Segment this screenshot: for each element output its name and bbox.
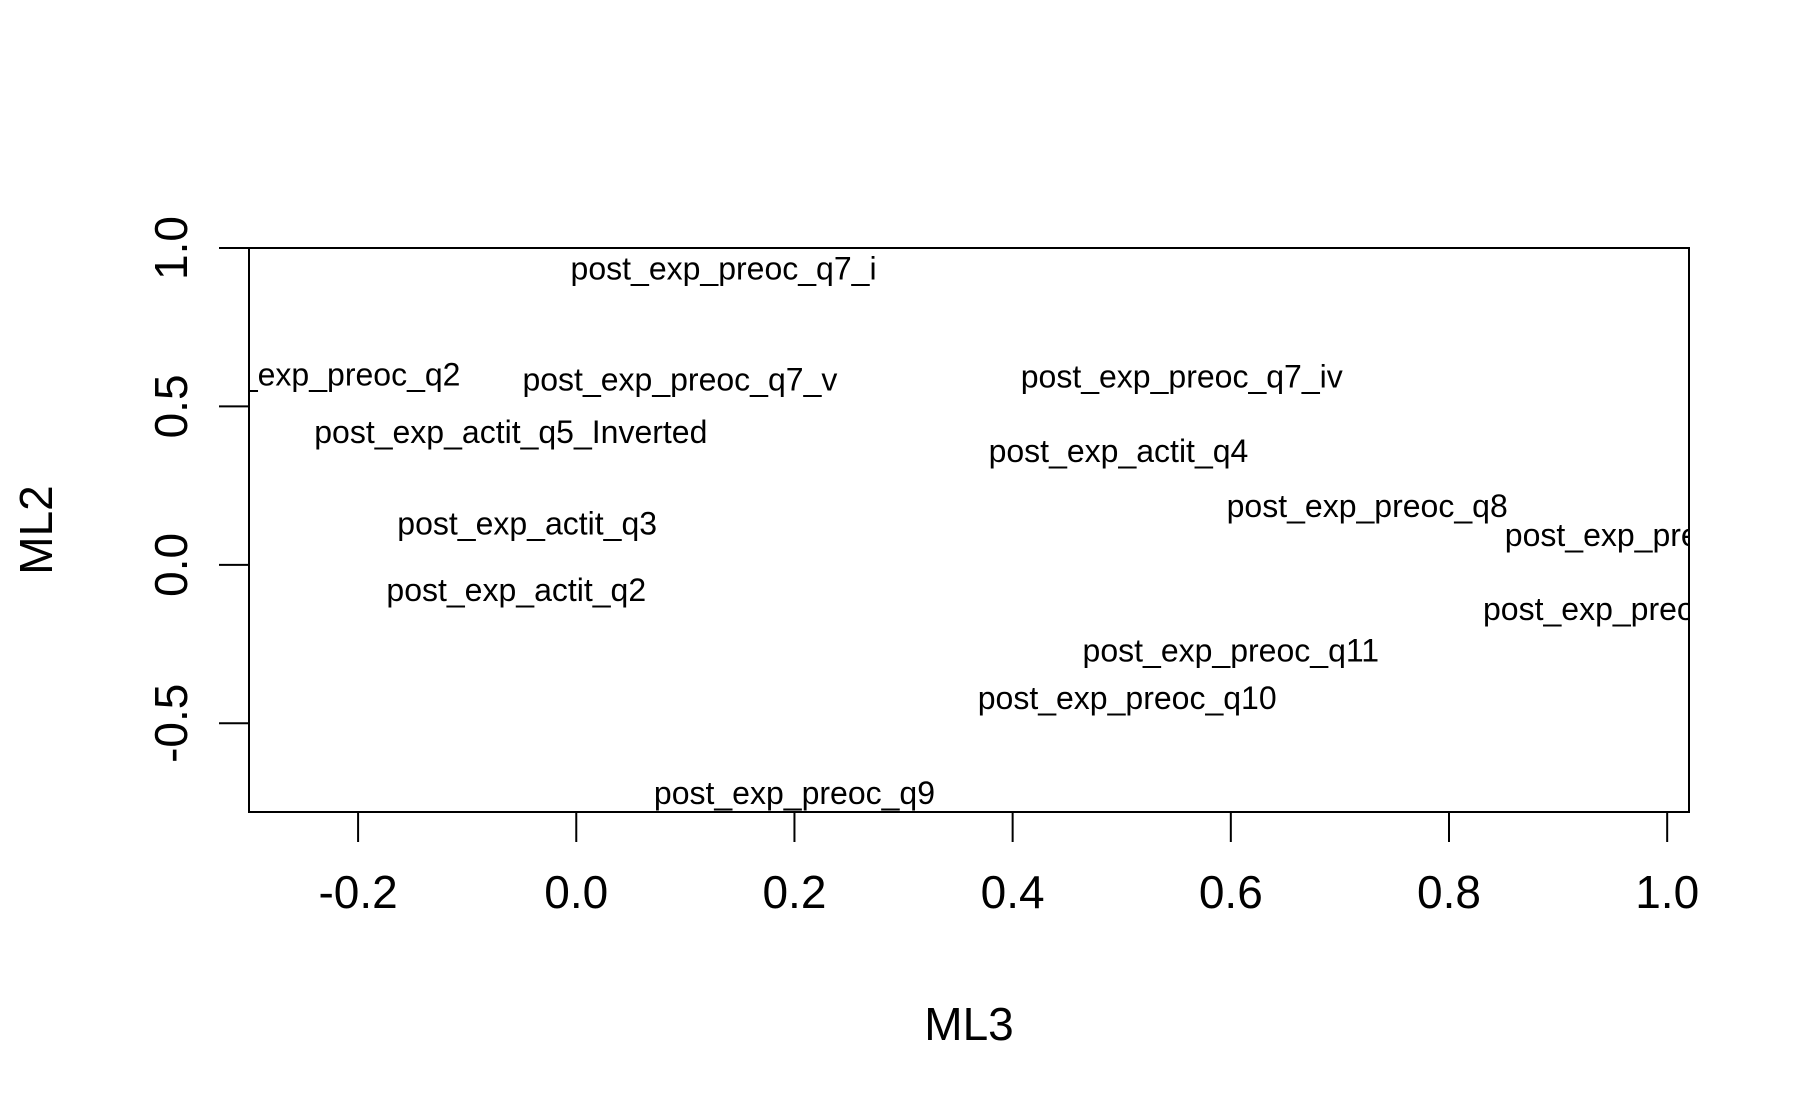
x-tick-label: 0.8: [1417, 866, 1481, 918]
point-label: post_exp_actit_q4: [989, 433, 1249, 469]
x-tick-label: 0.0: [544, 866, 608, 918]
x-tick-label: 0.2: [762, 866, 826, 918]
point-label: post_exp_preoc_q6: [1505, 517, 1786, 553]
y-axis: -0.5 0.0 0.5 1.0: [145, 216, 250, 763]
x-tick-label: 0.6: [1199, 866, 1263, 918]
point-label: post_exp_actit_q2: [386, 572, 646, 608]
point-label: post_exp_preoc_q7_iv: [1021, 358, 1343, 394]
x-tick-label: 1.0: [1635, 866, 1699, 918]
point-label: post_exp_preoc_q9: [654, 775, 935, 811]
point-label: post_exp_preoc_q11: [1083, 632, 1380, 668]
y-tick-label: 0.5: [145, 374, 197, 438]
point-label: post_exp_preoc_q10: [978, 680, 1277, 716]
x-tick-label: -0.2: [318, 866, 397, 918]
x-tick-label: 0.4: [981, 866, 1045, 918]
x-axis-title: ML3: [924, 998, 1013, 1050]
point-label: post_exp_preoc_q5: [1483, 591, 1764, 627]
x-axis: -0.2 0.0 0.2 0.4 0.6 0.8 1.0: [318, 811, 1699, 918]
point-label: post_exp_preoc_q7_v: [522, 361, 837, 397]
point-label: post_exp_preoc_q2: [179, 357, 460, 393]
point-label: post_exp_preoc_q8: [1227, 488, 1508, 524]
point-label: post_exp_preoc_q7_i: [571, 251, 877, 287]
point-label: post_exp_actit_q3: [397, 506, 657, 542]
y-tick-label: 1.0: [145, 216, 197, 280]
y-tick-label: 0.0: [145, 533, 197, 597]
y-tick-label: -0.5: [145, 684, 197, 763]
point-label: post_exp_actit_q5_Inverted: [314, 414, 707, 450]
y-axis-title: ML2: [10, 485, 62, 574]
